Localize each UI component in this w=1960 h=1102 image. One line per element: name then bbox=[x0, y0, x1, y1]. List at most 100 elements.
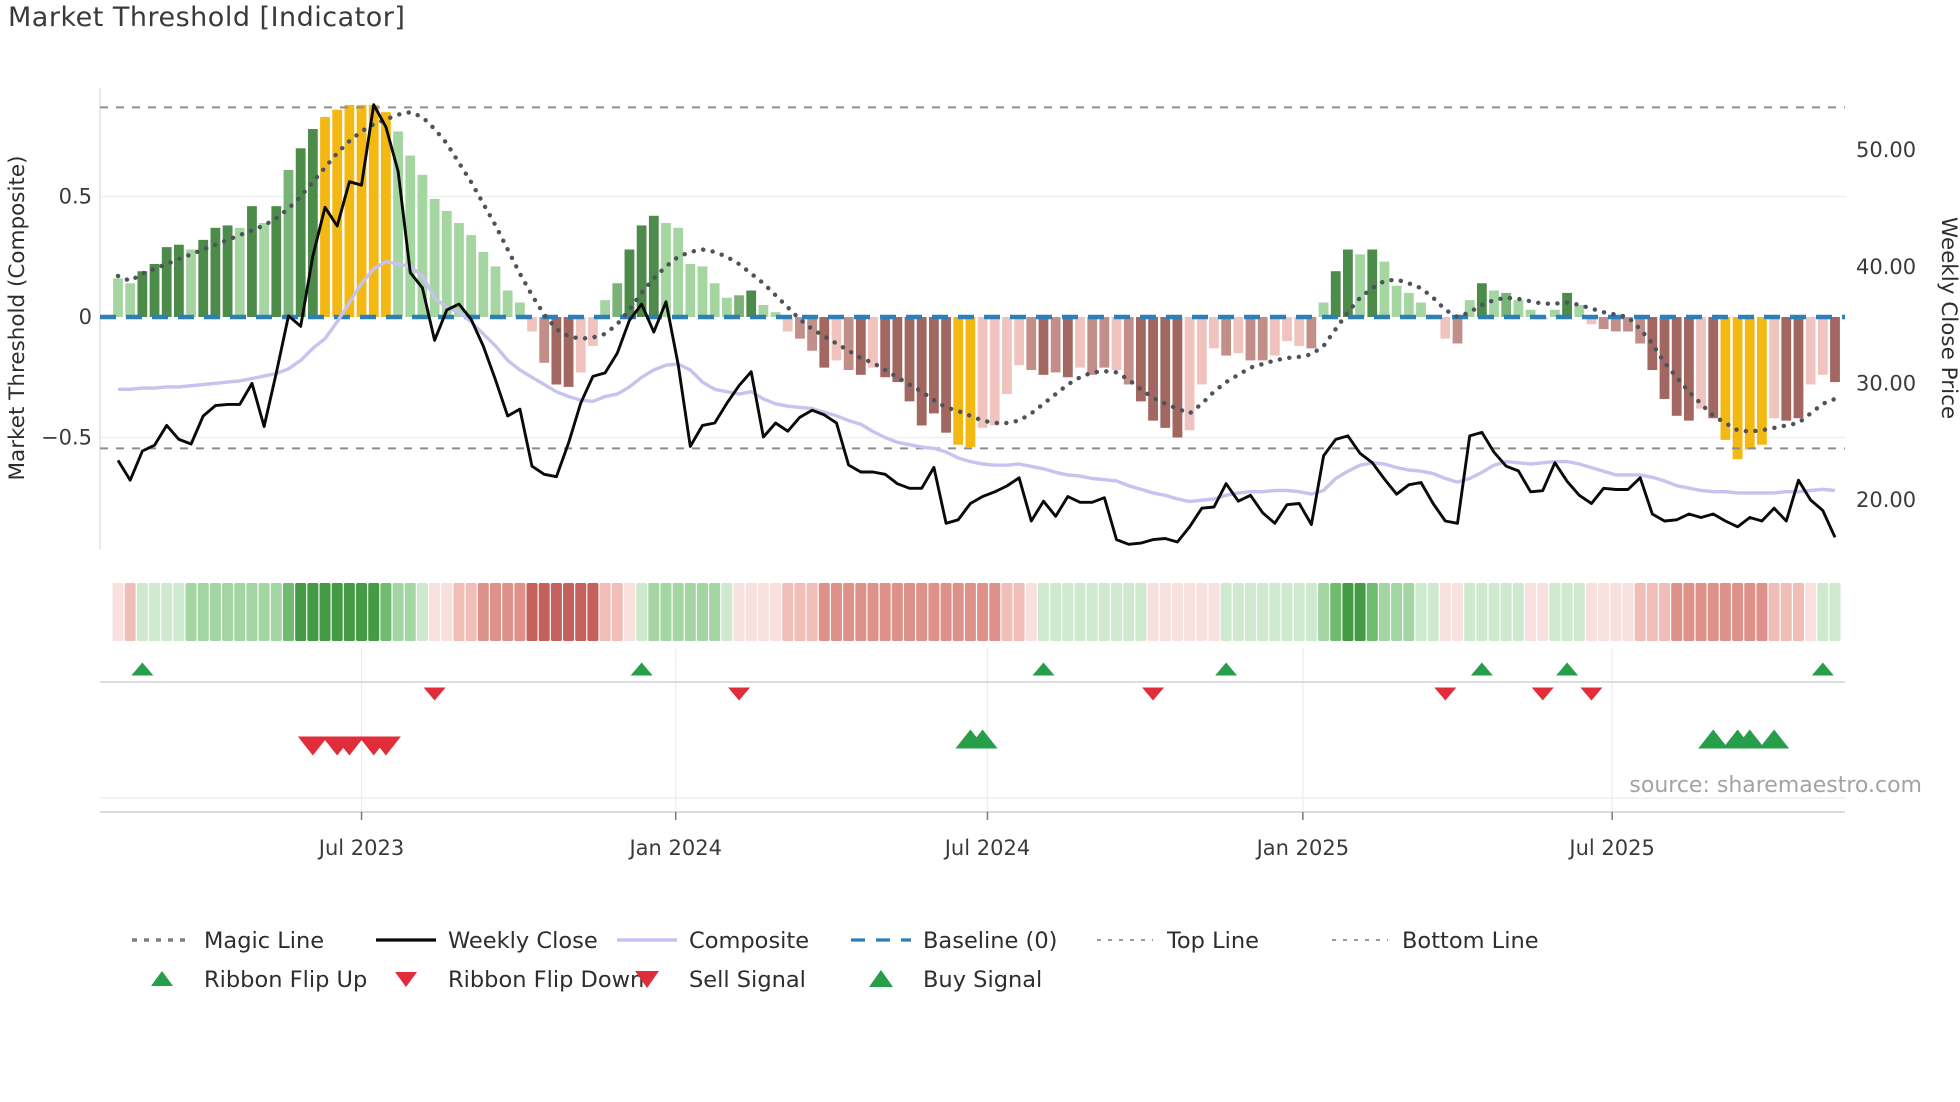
ribbon-cell bbox=[477, 583, 489, 641]
signal-panel bbox=[100, 648, 1845, 813]
ribbon-cell bbox=[697, 583, 709, 641]
ribbon-cell bbox=[1744, 583, 1756, 641]
ribbon-cell bbox=[429, 583, 441, 641]
ribbon-cell bbox=[404, 583, 416, 641]
histogram-bar bbox=[1160, 317, 1171, 428]
left-tick-label: −0.5 bbox=[41, 426, 92, 450]
ribbon-cell bbox=[1634, 583, 1646, 641]
histogram-bar bbox=[1501, 292, 1512, 317]
ribbon-cell bbox=[1013, 583, 1025, 641]
histogram-bar bbox=[441, 210, 452, 317]
histogram-bar bbox=[466, 235, 477, 317]
ribbon-cell bbox=[368, 583, 380, 641]
ribbon-cell bbox=[855, 583, 867, 641]
histogram-bar bbox=[1817, 317, 1828, 375]
ribbon-cell bbox=[1805, 583, 1817, 641]
histogram-bar bbox=[1781, 317, 1792, 421]
right-tick-label: 50.00 bbox=[1856, 138, 1916, 162]
histogram-bar bbox=[734, 295, 744, 317]
histogram-bar bbox=[941, 317, 951, 433]
histogram-bar bbox=[1513, 300, 1524, 317]
histogram-bar bbox=[697, 266, 708, 317]
histogram-bar bbox=[1647, 317, 1658, 371]
legend-label: Bottom Line bbox=[1402, 928, 1539, 954]
left-axis: 0.5 0 −0.5 Market Threshold (Composite) bbox=[5, 155, 92, 480]
ribbon-cell bbox=[623, 583, 635, 641]
histogram-bar bbox=[1476, 283, 1487, 317]
histogram-bar bbox=[1294, 317, 1305, 346]
histogram-bar bbox=[271, 206, 282, 317]
histogram-bar bbox=[1574, 304, 1585, 317]
ribbon-cell bbox=[222, 583, 234, 641]
ribbon-cell bbox=[197, 583, 209, 641]
ribbon-cell bbox=[1780, 583, 1792, 641]
ribbon-cell bbox=[550, 583, 562, 641]
ribbon-cell bbox=[1232, 583, 1244, 641]
ribbon-cell bbox=[1549, 583, 1561, 641]
ribbon-cell bbox=[891, 583, 903, 641]
histogram-bar bbox=[1440, 317, 1451, 339]
ribbon-flip-up-marker bbox=[1811, 662, 1834, 676]
ribbon-cell bbox=[1768, 583, 1780, 641]
histogram-bar bbox=[1696, 317, 1706, 409]
histogram-bar bbox=[795, 317, 805, 339]
histogram-bar bbox=[247, 206, 257, 317]
histogram-bar bbox=[843, 317, 854, 371]
ribbon-cell bbox=[1378, 583, 1390, 641]
ribbon-cell bbox=[1037, 583, 1049, 641]
ribbon-cell bbox=[563, 583, 575, 641]
x-tick-label: Jul 2024 bbox=[943, 836, 1030, 860]
ribbon-flip-down-marker bbox=[1531, 687, 1554, 701]
ribbon-flip-up-marker bbox=[1556, 662, 1579, 676]
histogram-bar bbox=[514, 302, 525, 317]
histogram-bar bbox=[953, 317, 964, 445]
ribbon-cell bbox=[1585, 583, 1597, 641]
histogram-bar bbox=[661, 223, 671, 317]
ribbon-cell bbox=[392, 583, 404, 641]
legend-label: Magic Line bbox=[204, 928, 324, 954]
histogram-bar bbox=[1464, 300, 1475, 317]
ribbon-cell bbox=[1646, 583, 1658, 641]
ribbon-cell bbox=[904, 583, 916, 641]
ribbon-cell bbox=[1695, 583, 1707, 641]
histogram-bar bbox=[1367, 249, 1378, 317]
histogram-bar bbox=[819, 317, 830, 368]
histogram-bar bbox=[295, 148, 306, 317]
histogram-bar bbox=[551, 317, 562, 385]
histogram-bar bbox=[1757, 317, 1767, 445]
legend: Magic Line Weekly Close Composite Baseline … bbox=[132, 928, 1539, 993]
ribbon-cell bbox=[879, 583, 891, 641]
histogram-bars bbox=[113, 104, 1840, 460]
histogram-bar bbox=[1623, 317, 1633, 332]
histogram-bar bbox=[1330, 271, 1341, 317]
histogram-bar bbox=[1245, 317, 1256, 361]
histogram-bar bbox=[1683, 317, 1694, 421]
ribbon-flip-down-marker bbox=[423, 687, 446, 701]
histogram-bar bbox=[234, 227, 245, 317]
ribbon-cell bbox=[916, 583, 928, 641]
ribbon-cell bbox=[575, 583, 587, 641]
ribbon-cell bbox=[1452, 583, 1464, 641]
ribbon-cell bbox=[1573, 583, 1585, 641]
histogram-bar bbox=[1269, 317, 1280, 356]
histogram-bar bbox=[1075, 317, 1085, 368]
ribbon-cell bbox=[964, 583, 976, 641]
histogram-bar bbox=[1598, 317, 1609, 330]
ribbon-cell bbox=[648, 583, 660, 641]
histogram-bar bbox=[1793, 317, 1804, 419]
ribbon-cell bbox=[343, 583, 355, 641]
histogram-bar bbox=[1026, 317, 1037, 371]
histogram-bar bbox=[770, 312, 781, 317]
ribbon-cell bbox=[1159, 583, 1171, 641]
ribbon-cell bbox=[1719, 583, 1731, 641]
histogram-bar bbox=[709, 283, 720, 317]
ribbon-flip-down-marker bbox=[1580, 687, 1603, 701]
ribbon-flip-up-marker bbox=[131, 662, 154, 676]
ribbon-flip-up-marker bbox=[1032, 662, 1055, 676]
ribbon-cell bbox=[782, 583, 794, 641]
ribbon-cell bbox=[1512, 583, 1524, 641]
ribbon-cell bbox=[1403, 583, 1415, 641]
histogram-bar bbox=[1062, 317, 1073, 378]
